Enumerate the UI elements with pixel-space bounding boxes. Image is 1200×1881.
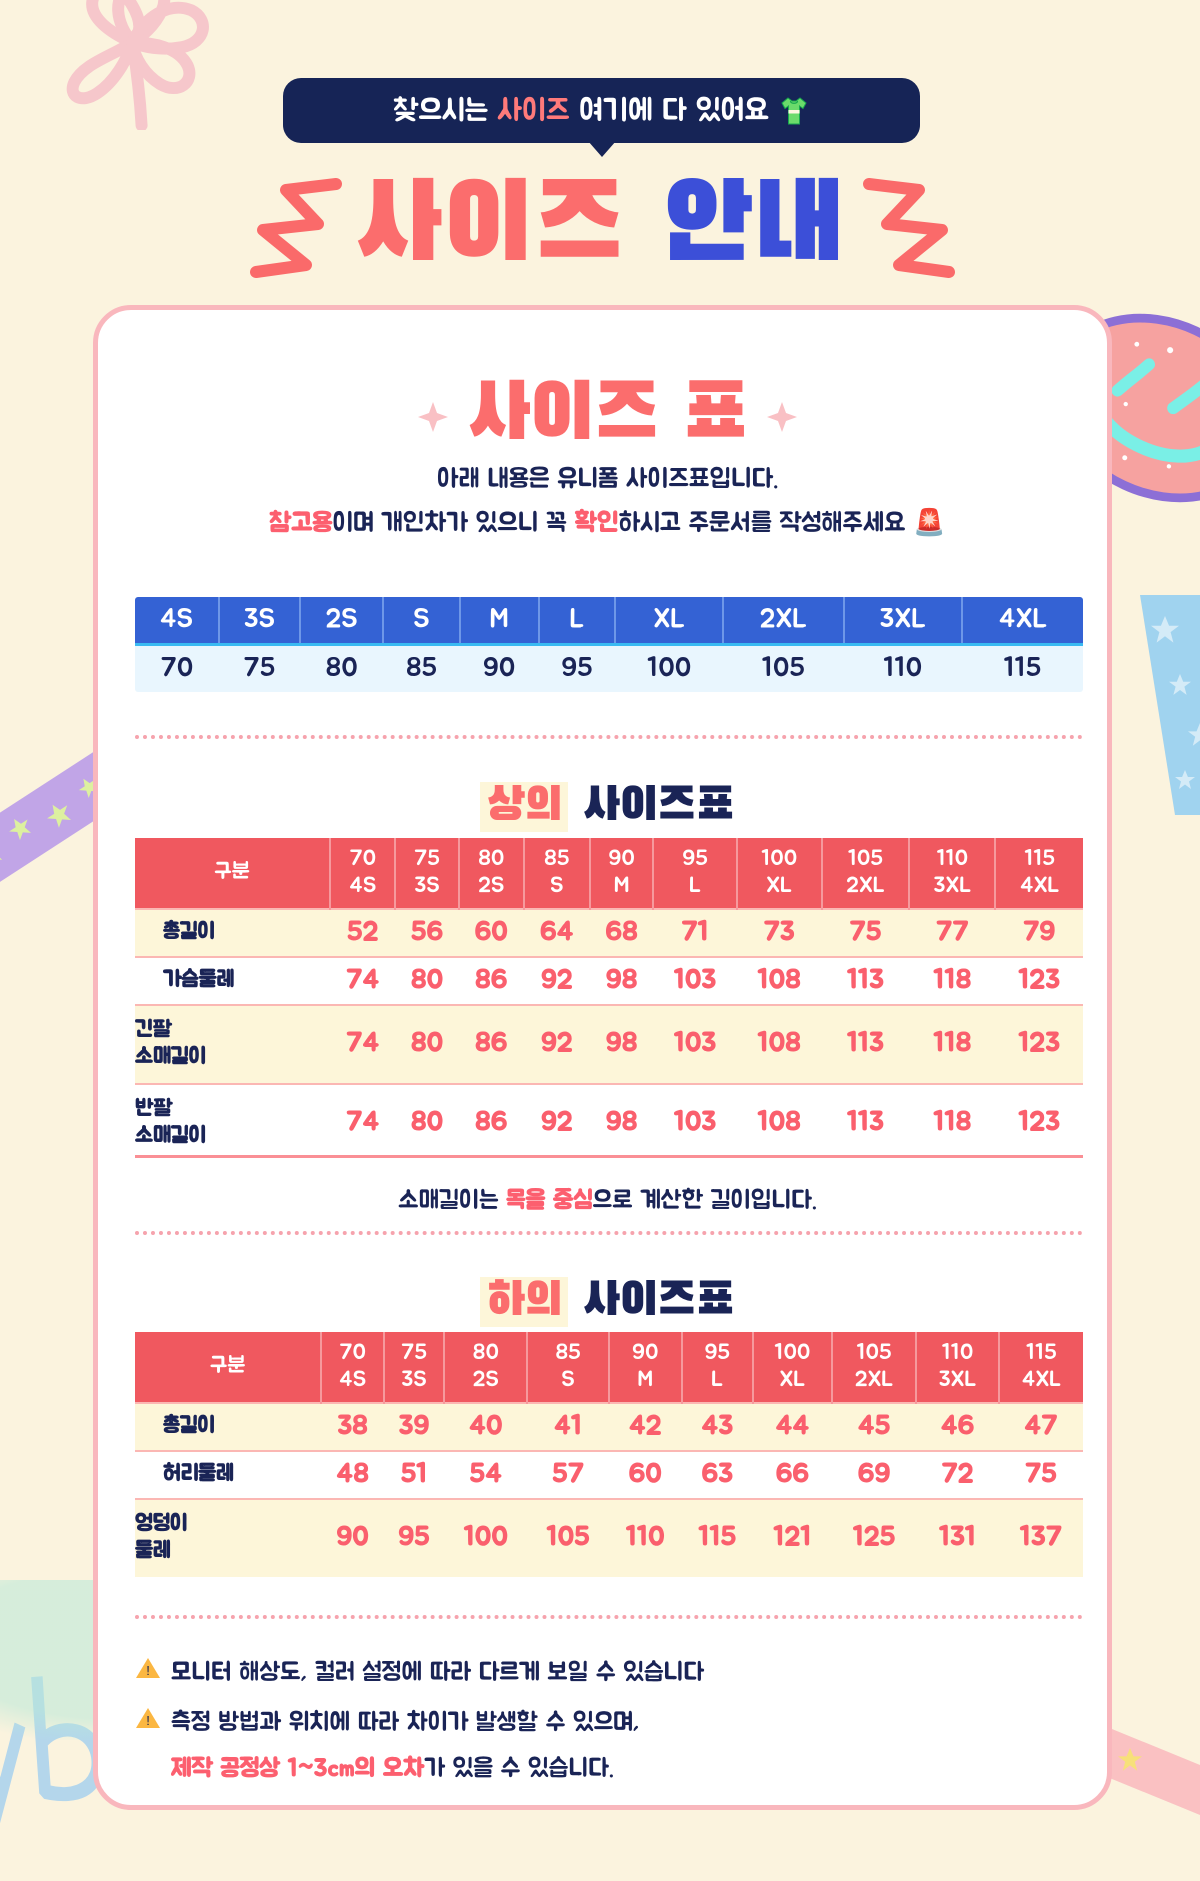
svg-text:!: ! (146, 1663, 150, 1678)
svg-text:!: ! (146, 1713, 150, 1728)
